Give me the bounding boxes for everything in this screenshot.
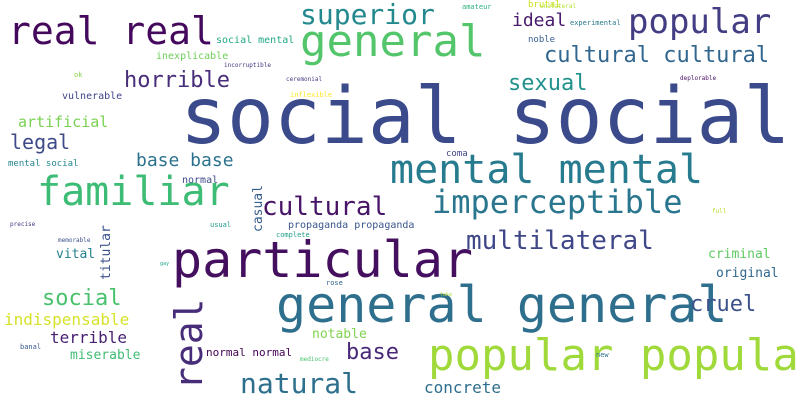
word-normal: normal	[182, 175, 219, 186]
word-usual: usual	[210, 221, 232, 229]
word-popular-popular: popular popular	[428, 330, 800, 381]
word-unilateral: unilateral	[540, 3, 577, 10]
word-ok: ok	[74, 71, 83, 79]
word-superior: superior	[300, 0, 435, 31]
word-full: full	[712, 208, 727, 215]
word-miserable: miserable	[70, 348, 141, 363]
word-new: new	[596, 351, 609, 359]
word-terrible: terrible	[50, 328, 128, 347]
word-vital: vital	[56, 247, 96, 262]
word-popular: popular	[628, 2, 772, 42]
word-ideal: ideal	[512, 10, 567, 31]
word-memorable: memorable	[58, 237, 91, 244]
word-familiar: familiar	[37, 169, 230, 215]
word-incorruptible: incorruptible	[224, 62, 271, 69]
word-mental-social: mental social	[8, 159, 79, 169]
word-fake: fake	[440, 292, 453, 298]
word-real: real	[167, 298, 211, 390]
word-cultural: cultural	[262, 192, 388, 222]
word-ceremonial: ceremonial	[286, 76, 323, 83]
word-casual: casual	[251, 185, 266, 232]
word-inexplicable: inexplicable	[156, 51, 229, 62]
word-vulnerable: vulnerable	[62, 91, 123, 102]
word-banal: banal	[20, 343, 42, 351]
word-original: original	[716, 266, 779, 281]
word-social-social: social social	[180, 72, 791, 162]
word-social: social	[42, 286, 122, 311]
word-normal-normal: normal normal	[206, 346, 293, 359]
word-gay: gay	[160, 261, 170, 267]
word-complete: complete	[276, 231, 310, 239]
word-cultural-cultural: cultural cultural	[544, 43, 770, 68]
word-horrible: horrible	[124, 68, 230, 93]
word-mental-mental: mental mental	[390, 147, 704, 193]
word-noble: noble	[528, 35, 556, 45]
word-multilateral: multilateral	[466, 226, 654, 256]
word-imperceptible: imperceptible	[432, 183, 683, 221]
word-mediocre: mediocre	[300, 356, 329, 363]
word-base-base: base base	[136, 150, 234, 171]
word-precise: precise	[10, 221, 36, 228]
word-indispensable: indispensable	[4, 310, 130, 329]
word-concrete: concrete	[424, 378, 502, 397]
word-criminal: criminal	[708, 247, 771, 262]
word-social-mental: social mental	[216, 35, 295, 46]
word-deplorable: deplorable	[680, 75, 717, 82]
word-general: general	[300, 16, 486, 67]
word-cruel: cruel	[690, 292, 757, 317]
word-general-general: general general	[276, 276, 728, 334]
word-natural: natural	[240, 367, 359, 400]
word-legal: legal	[10, 130, 71, 154]
word-experimental: experimental	[570, 19, 621, 27]
word-propaganda-propaganda: propaganda propaganda	[288, 220, 415, 231]
word-titular: titular	[99, 225, 114, 280]
word-inflexible: inflexible	[290, 91, 333, 99]
word-coma: coma	[446, 149, 468, 159]
word-particular: particular	[172, 231, 474, 289]
word-rose: rose	[326, 279, 343, 287]
word-real-real: real real	[8, 9, 214, 53]
word-artificial: artificial	[18, 113, 109, 131]
word-sexual: sexual	[508, 71, 588, 96]
word-base: base	[346, 340, 399, 365]
word-notable: notable	[312, 327, 367, 342]
word-brutal: brutal	[528, 0, 561, 10]
word-amateur: amateur	[462, 3, 492, 11]
